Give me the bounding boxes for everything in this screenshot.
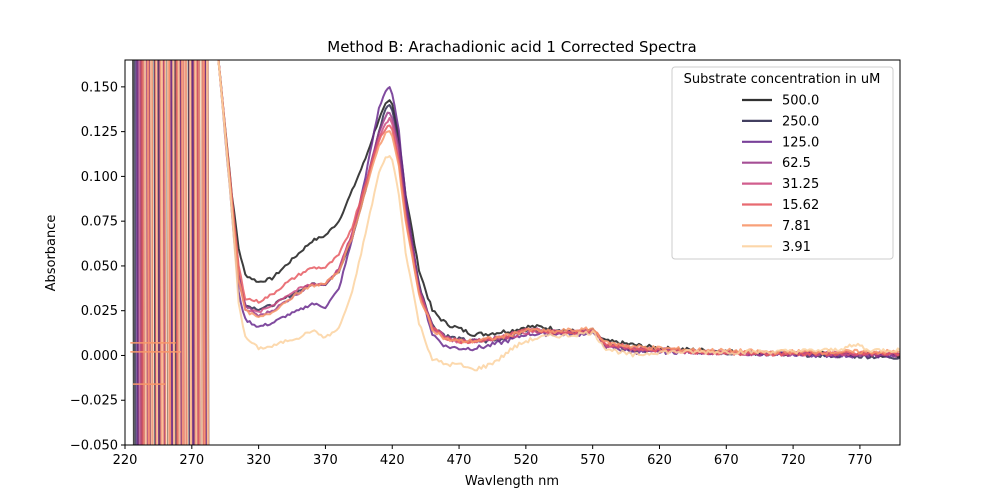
y-tick-label: 0.025	[81, 304, 118, 319]
legend-items: 500.0 250.0 125.0 62.5 31.25 15.62 7.81 3.91	[742, 94, 819, 255]
y-tick-label: −0.050	[70, 439, 118, 454]
chart-title: Method B: Arachadionic acid 1 Corrected …	[327, 38, 697, 56]
legend-box	[671, 66, 894, 260]
x-axis-label: Wavlength nm	[465, 474, 559, 489]
x-tick-label: 620	[647, 453, 672, 468]
plot-lines	[217, 60, 900, 372]
y-tick-label: 0.000	[81, 349, 118, 364]
y-tick-label: 0.100	[81, 170, 118, 185]
y-tick-label: 0.125	[81, 125, 118, 140]
noise-artifact	[130, 342, 182, 385]
plot-frame	[124, 59, 901, 446]
y-axis-label: Absorbance	[44, 215, 59, 292]
x-axis: 220 270 320 370 420 470 520 570 620 670 720 770	[113, 445, 872, 468]
legend-label: 3.91	[782, 240, 811, 255]
legend-label: 7.81	[782, 219, 811, 234]
x-tick-label: 420	[380, 453, 405, 468]
x-tick-label: 370	[313, 453, 338, 468]
y-axis: −0.050 −0.025 0.000 0.025 0.050 0.075 0.100 0.1…	[70, 80, 125, 454]
legend-label: 500.0	[782, 94, 819, 109]
y-tick-label: 0.050	[81, 259, 118, 274]
legend-label: 125.0	[782, 135, 819, 150]
x-tick-label: 270	[179, 453, 204, 468]
y-tick-label: −0.025	[70, 394, 118, 409]
legend-label: 31.25	[782, 177, 819, 192]
x-tick-label: 770	[847, 453, 872, 468]
noise-region	[130, 60, 210, 445]
x-tick-label: 470	[447, 453, 472, 468]
x-tick-label: 720	[781, 453, 806, 468]
y-tick-label: 0.150	[81, 80, 118, 95]
series-line	[217, 60, 900, 372]
x-tick-label: 520	[513, 453, 538, 468]
legend-label: 62.5	[782, 156, 811, 171]
x-tick-label: 670	[714, 453, 739, 468]
noise-trace	[144, 60, 209, 445]
legend-label: 15.62	[782, 198, 819, 213]
x-tick-label: 220	[113, 453, 138, 468]
legend-label: 250.0	[782, 114, 819, 129]
x-tick-label: 570	[580, 453, 605, 468]
x-tick-label: 320	[246, 453, 271, 468]
legend: Substrate concentration in uM 500.0 250.0…	[671, 66, 894, 260]
y-tick-label: 0.075	[81, 215, 118, 230]
legend-title: Substrate concentration in uM	[684, 72, 881, 87]
